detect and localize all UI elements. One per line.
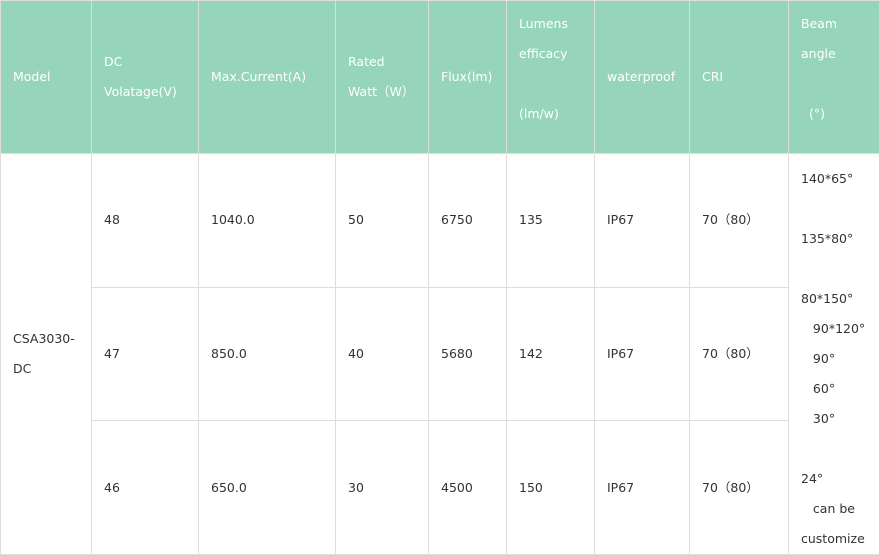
cell-waterproof: IP67 (595, 154, 690, 288)
beam-angle-line: 90*120° (801, 314, 879, 344)
cell-cri: 70（80） (690, 154, 789, 288)
header-line (519, 69, 594, 99)
beam-angle-line: can be (801, 494, 879, 524)
cell-rated-watt: 40 (336, 287, 429, 421)
header-line (801, 69, 879, 99)
cell-max-current: 1040.0 (199, 154, 336, 288)
beam-angle-line: 80*150° (801, 284, 879, 314)
cell-waterproof: IP67 (595, 287, 690, 421)
beam-angle-line: 135*80° (801, 224, 879, 254)
header-line: angle (801, 39, 879, 69)
header-line: (°) (801, 99, 879, 129)
cell-dc-voltage: 46 (92, 421, 199, 555)
cell-max-current: 850.0 (199, 287, 336, 421)
cell-cri: 70（80） (690, 421, 789, 555)
model-cell: CSA3030-DC (1, 154, 92, 555)
cell-rated-watt: 50 (336, 154, 429, 288)
cell-lumens-efficacy: 150 (507, 421, 595, 555)
header-line: Rated (348, 47, 428, 77)
header-line: Max.Current(A) (211, 62, 335, 92)
header-line: waterproof (607, 62, 689, 92)
beam-angle-line: 60° (801, 374, 879, 404)
beam-angle-line: 140*65° (801, 164, 879, 194)
header-line: Watt（W） (348, 77, 428, 107)
beam-angle-line: customize (801, 524, 879, 554)
cell-flux: 5680 (429, 287, 507, 421)
header-line: efficacy (519, 39, 594, 69)
model-line: CSA3030- (13, 324, 91, 354)
beam-angle-line: 90° (801, 344, 879, 374)
header-line: Beam (801, 9, 879, 39)
header-line: Model (13, 62, 91, 92)
model-line: DC (13, 354, 91, 384)
header-flux: Flux(lm) (429, 1, 507, 154)
cell-waterproof: IP67 (595, 421, 690, 555)
cell-dc-voltage: 47 (92, 287, 199, 421)
header-max-current: Max.Current(A) (199, 1, 336, 154)
beam-angle-line (801, 254, 879, 284)
header-cri: CRI (690, 1, 789, 154)
cell-flux: 6750 (429, 154, 507, 288)
header-line: Flux(lm) (441, 62, 506, 92)
cell-lumens-efficacy: 135 (507, 154, 595, 288)
cell-max-current: 650.0 (199, 421, 336, 555)
beam-angle-line: 24° (801, 464, 879, 494)
header-waterproof: waterproof (595, 1, 690, 154)
header-model: Model (1, 1, 92, 154)
cell-flux: 4500 (429, 421, 507, 555)
cell-rated-watt: 30 (336, 421, 429, 555)
cell-lumens-efficacy: 142 (507, 287, 595, 421)
cell-dc-voltage: 48 (92, 154, 199, 288)
header-line: DC (104, 47, 198, 77)
header-line: (lm/w) (519, 99, 594, 129)
header-line: CRI (702, 62, 788, 92)
beam-angle-line (801, 434, 879, 464)
beam-angle-cell: 140*65° 135*80° 80*150° 90*120° 90° 60° … (789, 154, 879, 555)
header-line: Volatage(V) (104, 77, 198, 107)
header-line: Lumens (519, 9, 594, 39)
cell-cri: 70（80） (690, 287, 789, 421)
beam-angle-line (801, 194, 879, 224)
beam-angle-line: 30° (801, 404, 879, 434)
